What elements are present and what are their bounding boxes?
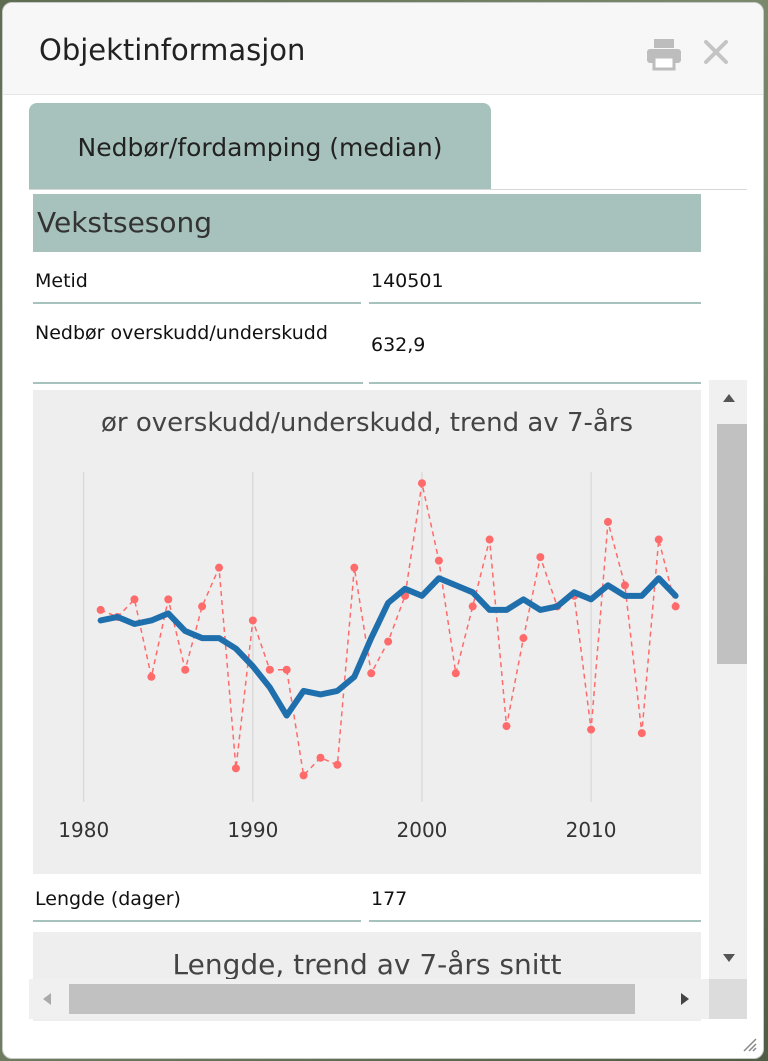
tab-panel: Vekstsesong Metid 140501 Nedbør overskud… [29, 189, 747, 1021]
scroll-up-icon[interactable] [721, 392, 737, 404]
raw-data-point [248, 616, 257, 625]
raw-data-point [367, 669, 376, 678]
row-label: Metid [33, 256, 361, 304]
chart2-title: Lengde, trend av 7-års snitt [172, 948, 562, 981]
horizontal-scrollbar[interactable] [29, 979, 709, 1019]
chart-title: ør overskudd/underskudd, trend av 7-års [33, 408, 701, 438]
raw-data-point [231, 764, 240, 773]
raw-data-point [181, 665, 190, 674]
section-header: Vekstsesong [33, 194, 701, 252]
raw-data-point [333, 760, 342, 769]
raw-data-point [468, 602, 477, 611]
row-label: Nedbør overskudd/underskudd [33, 308, 363, 384]
tab-label: Nedbør/fordamping (median) [77, 133, 443, 162]
row-label: Lengde (dager) [33, 876, 361, 922]
row-value: 632,9 [369, 308, 701, 384]
raw-data-point [502, 722, 511, 731]
raw-data-point [603, 517, 612, 526]
tab-nedbor-fordamping[interactable]: Nedbør/fordamping (median) [29, 103, 491, 191]
raw-data-point [265, 665, 274, 674]
panel-content: Vekstsesong Metid 140501 Nedbør overskud… [33, 194, 701, 1021]
raw-data-point [671, 602, 680, 611]
scrollbar-corner [709, 979, 747, 1019]
raw-data-point [316, 753, 325, 762]
raw-data-point [654, 535, 663, 544]
horizontal-scroll-thumb[interactable] [69, 984, 635, 1014]
info-row-nedbor: Nedbør overskudd/underskudd 632,9 [33, 308, 701, 384]
raw-data-point [384, 637, 393, 646]
scroll-right-icon[interactable] [679, 991, 691, 1007]
raw-data-point [451, 669, 460, 678]
trend-series-line [97, 575, 679, 719]
dialog-titlebar[interactable]: Objektinformasjon [3, 3, 763, 95]
scroll-left-icon[interactable] [41, 991, 53, 1007]
raw-data-point [536, 553, 545, 562]
raw-data-point [637, 729, 646, 738]
raw-data-point [417, 479, 426, 488]
x-tick-label: 1980 [58, 818, 109, 842]
vertical-scrollbar[interactable] [709, 380, 747, 980]
raw-data-point [130, 595, 139, 604]
dialog-title: Objektinformasjon [39, 33, 306, 67]
close-icon[interactable] [701, 37, 731, 67]
resize-grip-icon[interactable] [741, 1036, 757, 1052]
scroll-down-icon[interactable] [721, 952, 737, 964]
raw-data-point [620, 581, 629, 590]
vertical-scroll-thumb[interactable] [717, 424, 747, 664]
raw-data-point [485, 535, 494, 544]
raw-data-point [164, 595, 173, 604]
raw-data-point [215, 563, 224, 572]
raw-data-point [587, 725, 596, 734]
row-value: 177 [369, 876, 701, 922]
x-tick-label: 2000 [397, 818, 448, 842]
chart-title-text: ør overskudd/underskudd, trend av 7-års [100, 408, 634, 438]
raw-data-point [519, 634, 528, 643]
row-value: 140501 [369, 256, 701, 304]
chart-plot: 1980 1990 2000 2010 [58, 472, 680, 842]
info-row-metid: Metid 140501 [33, 256, 701, 304]
raw-data-point [198, 602, 207, 611]
info-row-lengde: Lengde (dager) 177 [33, 876, 701, 922]
raw-data-point [350, 563, 359, 572]
x-tick-label: 2010 [566, 818, 617, 842]
chart-nedbor-trend: ør overskudd/underskudd, trend av 7-års … [33, 390, 701, 874]
raw-data-point [147, 672, 156, 681]
x-tick-label: 1990 [227, 818, 278, 842]
print-icon[interactable] [645, 37, 683, 71]
raw-data-point [282, 665, 291, 674]
raw-data-point [434, 556, 443, 565]
raw-data-point [96, 605, 105, 614]
raw-data-point [299, 771, 308, 780]
